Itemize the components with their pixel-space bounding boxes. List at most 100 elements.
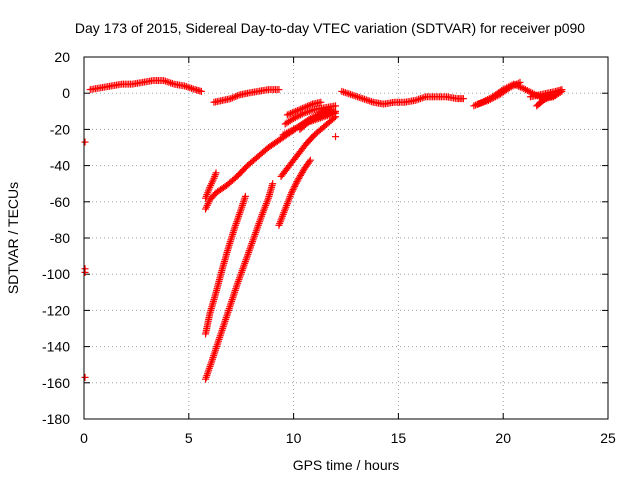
series-outliers: [81, 133, 340, 381]
data-point: [443, 93, 459, 102]
data-point: [208, 334, 224, 365]
data-point: [535, 90, 550, 99]
data-point: [275, 207, 289, 229]
series-arc-11: [283, 98, 325, 119]
data-point: [225, 283, 240, 314]
y-tick-label: -140: [42, 339, 70, 355]
data-point: [206, 176, 217, 191]
data-point: [269, 180, 277, 188]
series-arc-1: [86, 77, 205, 95]
data-point: [288, 178, 301, 197]
plot-frame: [83, 56, 609, 420]
data-point: [212, 267, 226, 296]
data-point: [332, 109, 340, 117]
data-point: [369, 98, 386, 108]
series-arc-6: [202, 180, 277, 383]
data-point: [181, 82, 197, 93]
tick-labels: 0 5 10 15 20 25 20 0 -20 -40 -60 -80 -100 -120 -140 -16…: [42, 49, 616, 446]
data-point: [160, 77, 176, 88]
x-tick-label: 10: [286, 430, 302, 446]
series-arc-17: [533, 91, 560, 110]
data-point: [227, 92, 241, 103]
y-tick-label: -160: [42, 375, 70, 391]
series-arc-15: [474, 78, 524, 108]
data-point: [380, 99, 396, 108]
y-tick-label: 20: [54, 49, 70, 65]
data-point: [233, 163, 250, 180]
x-tick-label: 5: [185, 430, 193, 446]
x-tick-label: 20: [495, 430, 511, 446]
data-point: [128, 79, 145, 88]
data-point: [401, 97, 417, 106]
data-point: [241, 236, 257, 266]
data-point: [411, 93, 428, 104]
data-point: [558, 86, 566, 94]
y-tick-label: -20: [50, 121, 70, 137]
series-arc-5: [202, 192, 249, 338]
data-point: [332, 102, 340, 110]
y-tick-label: -60: [50, 194, 70, 210]
data-point: [283, 108, 298, 119]
data-point: [317, 98, 325, 106]
chart-title: Day 173 of 2015, Sidereal Day-to-day VTE…: [75, 20, 585, 36]
data-point: [212, 183, 229, 197]
data-point: [359, 95, 376, 106]
data-point: [86, 84, 103, 94]
data-point: [241, 192, 249, 200]
data-point: [390, 98, 407, 106]
data-point: [348, 91, 365, 102]
data-point: [202, 359, 215, 383]
data-point: [81, 138, 89, 146]
data-point: [495, 85, 512, 99]
data-point: [545, 91, 558, 101]
data-point: [197, 87, 205, 95]
data-point: [304, 115, 321, 126]
data-point: [300, 158, 313, 173]
y-axis-label: SDTVAR / TECUs: [5, 182, 21, 294]
data-point: [210, 171, 219, 182]
data-point: [149, 77, 166, 85]
data-point: [97, 82, 114, 92]
series-arc-12: [296, 109, 340, 133]
data-point: [311, 104, 327, 113]
data-point: [81, 373, 89, 381]
grid-lines: [84, 57, 608, 419]
series-arc-7: [275, 156, 314, 229]
data-point: [516, 78, 524, 86]
data-point: [275, 86, 283, 94]
data-point: [285, 152, 301, 170]
data-point: [264, 182, 276, 202]
data-point: [243, 154, 260, 170]
series-arc-2: [210, 86, 283, 106]
x-tick-label: 0: [80, 430, 88, 446]
y-tick-label: -100: [42, 266, 70, 282]
data-point: [306, 156, 314, 164]
axis-ticks: [83, 56, 609, 420]
data-point: [264, 137, 281, 151]
data-point: [216, 308, 232, 340]
data-point: [231, 207, 245, 231]
data-point: [243, 88, 260, 97]
data-point: [237, 194, 249, 213]
y-tick-label: -120: [42, 302, 70, 318]
series-arc-13: [338, 87, 467, 108]
data-point: [107, 80, 124, 90]
data-point: [292, 104, 306, 115]
x-axis-label: GPS time / hours: [293, 457, 400, 473]
data-point: [277, 163, 292, 180]
data-point: [250, 212, 266, 242]
data-point: [218, 245, 232, 273]
y-tick-label: -40: [50, 158, 70, 174]
data-point: [281, 191, 295, 213]
data-point: [212, 169, 220, 177]
series-arc-4: [202, 169, 220, 202]
data-point: [170, 80, 187, 90]
x-tick-label: 15: [391, 430, 407, 446]
data-point: [533, 98, 546, 110]
series-arc-16: [526, 86, 566, 101]
y-tick-label: -180: [42, 411, 70, 427]
data-point: [81, 268, 89, 276]
y-tick-label: -80: [50, 230, 70, 246]
data-markers: [81, 77, 566, 383]
